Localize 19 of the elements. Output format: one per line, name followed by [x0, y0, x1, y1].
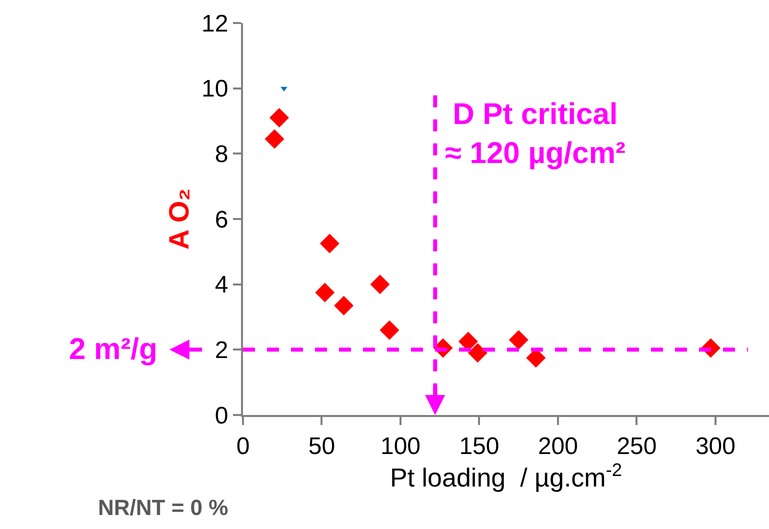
ref-line-label: 2 m²/g — [69, 333, 158, 366]
y-tick-label: 2 — [214, 337, 228, 364]
x-tick-label: 0 — [236, 432, 250, 460]
x-tick-label: 250 — [616, 432, 657, 460]
y-tick-label: 4 — [214, 272, 228, 299]
y-axis-title: A O₂ — [164, 188, 195, 250]
y-tick-label: 10 — [201, 76, 228, 103]
x-tick-label: 300 — [695, 432, 736, 460]
y-tick-label: 12 — [201, 10, 228, 38]
x-tick-label: 50 — [308, 432, 336, 460]
x-tick-label: 150 — [459, 432, 500, 460]
ref-line-label: D Pt critical ≈ 120 µg/cm² — [445, 98, 626, 170]
y-tick-label: 8 — [214, 141, 228, 168]
y-tick-label: 0 — [214, 402, 228, 430]
x-tick-label: 200 — [538, 432, 578, 460]
x-tick-label: 100 — [380, 432, 421, 460]
x-axis-title: Pt loading / µg.cm$^{-2}$ — [390, 460, 622, 493]
y-tick-label: 6 — [214, 206, 228, 234]
text: NR/NT = 0 % — [98, 495, 228, 520]
